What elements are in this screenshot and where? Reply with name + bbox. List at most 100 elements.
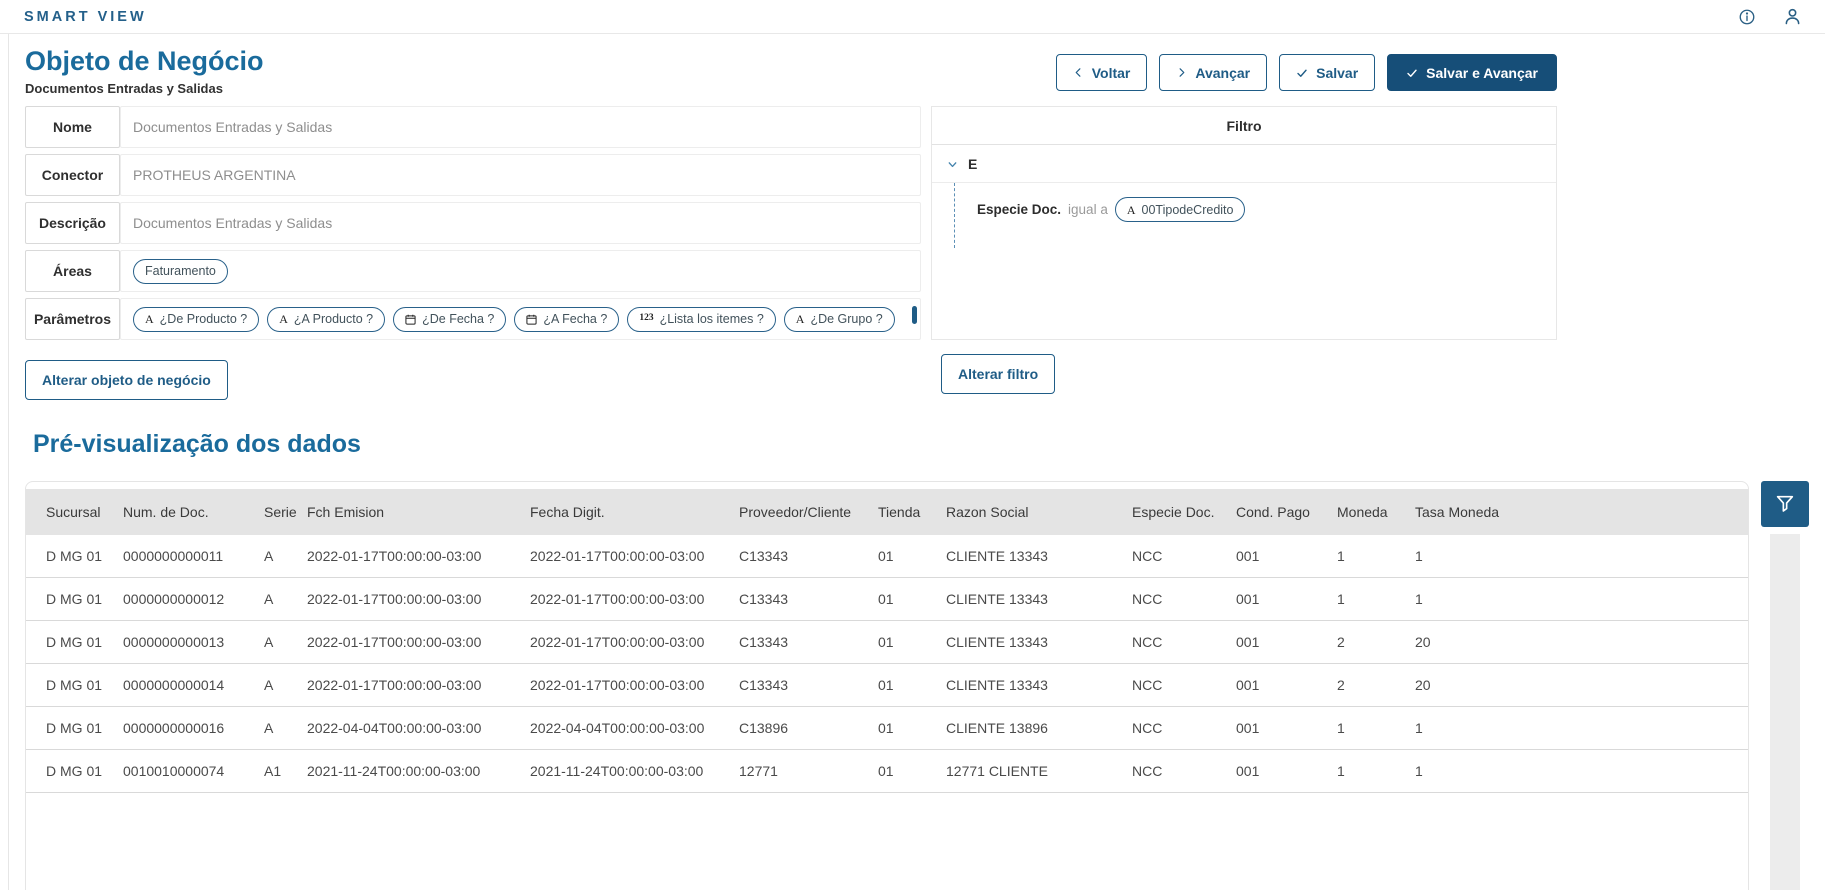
back-label: Voltar	[1091, 64, 1131, 81]
text-icon: A	[279, 312, 288, 326]
areas-label: Áreas	[25, 250, 120, 292]
chip[interactable]: ¿De Fecha ?	[393, 306, 507, 332]
table-row[interactable]: D MG 01 0000000000011 A 2022-01-17T00:00:00…	[26, 535, 1748, 578]
page-title: Objeto de Negócio	[25, 46, 264, 76]
title-block: Objeto de Negócio Documentos Entradas y …	[25, 46, 264, 96]
chip-label: ¿De Producto ?	[159, 312, 248, 326]
table-cell: 2022-01-17T00:00:00-03:00	[307, 591, 482, 607]
table-cell: 20	[1415, 634, 1431, 650]
chip[interactable]: A ¿De Grupo ?	[783, 306, 895, 332]
condition-value-chip[interactable]: A 00TipodeCredito	[1114, 197, 1246, 222]
nome-input[interactable]: Documentos Entradas y Salidas	[120, 106, 921, 148]
check-icon	[1407, 69, 1417, 77]
chip[interactable]: 123 ¿Lista los itemes ?	[627, 306, 776, 332]
table-cell: NCC	[1132, 720, 1163, 736]
table-cell: NCC	[1132, 591, 1163, 607]
forward-label: Avançar	[1195, 64, 1251, 81]
table-cell: 0000000000016	[123, 720, 225, 736]
main-content: Objeto de Negócio Documentos Entradas y …	[8, 34, 1825, 890]
table-cell: 01	[878, 548, 894, 564]
user-icon	[1785, 8, 1800, 25]
column-header: Proveedor/Cliente	[739, 504, 852, 520]
page-subtitle: Documentos Entradas y Salidas	[25, 81, 223, 96]
conector-input[interactable]: PROTHEUS ARGENTINA	[120, 154, 921, 196]
table-cell: 01	[878, 763, 894, 779]
table-cell: 0000000000014	[123, 677, 225, 693]
chip-label: ¿Lista los itemes ?	[659, 312, 764, 326]
table-cell: C13343	[739, 548, 789, 564]
field-row-descricao: Descrição Documentos Entradas y Salidas	[25, 202, 921, 244]
edit-filter-button[interactable]: Alterar filtro	[941, 354, 1056, 394]
topbar-actions	[1738, 6, 1803, 27]
text-icon: A	[795, 312, 805, 326]
table-cell: 001	[1236, 763, 1260, 779]
back-button[interactable]: Voltar	[1055, 54, 1148, 91]
table-cell: CLIENTE 13343	[946, 634, 1048, 650]
condition-operator: igual a	[1068, 202, 1108, 217]
table-cell: NCC	[1132, 763, 1163, 779]
table-row[interactable]: D MG 01 0010010000074 A1 2021-11-24T00:00:0…	[26, 750, 1748, 793]
action-buttons: Voltar Avançar Salvar Salvar e Avançar	[1055, 46, 1557, 91]
table-cell: 2022-01-17T00:00:00-03:00	[530, 548, 705, 564]
topbar: SMART VIEW	[0, 0, 1825, 34]
table-row[interactable]: D MG 01 0000000000014 A 2022-01-17T00:00:00…	[26, 664, 1748, 707]
table-cell: NCC	[1132, 634, 1163, 650]
table-cell: 1	[1415, 720, 1423, 736]
column-filter-button[interactable]	[1761, 481, 1809, 527]
edit-business-object-button[interactable]: Alterar objeto de negócio	[25, 360, 228, 400]
column-header: Moneda	[1337, 504, 1388, 520]
chip[interactable]: ¿A Fecha ?	[514, 306, 620, 332]
filter-column: Filtro E Especie Doc. igual a A 00Tipode…	[931, 106, 1557, 394]
table-cell: 2022-01-17T00:00:00-03:00	[530, 677, 705, 693]
chip[interactable]: A ¿De Producto ?	[133, 306, 260, 332]
table-cell: 01	[878, 720, 894, 736]
filter-panel-title: Filtro	[932, 107, 1556, 145]
chip[interactable]: Faturamento	[133, 258, 228, 284]
save-and-forward-button[interactable]: Salvar e Avançar	[1387, 54, 1557, 91]
field-row-parametros: Parâmetros A ¿De Producto ? A ¿A Producto ?…	[25, 298, 921, 340]
table-cell: 0010010000074	[123, 763, 225, 779]
table-cell: 1	[1337, 591, 1345, 607]
chip[interactable]: A ¿A Producto ?	[267, 306, 386, 332]
filter-root-node[interactable]: E	[932, 145, 1556, 182]
info-button[interactable]	[1738, 8, 1756, 26]
column-header: Tasa Moneda	[1415, 504, 1500, 520]
funnel-icon	[1776, 495, 1794, 512]
column-header: Cond. Pago	[1236, 504, 1310, 520]
filter-condition-branch: Especie Doc. igual a A 00TipodeCredito	[954, 183, 1556, 248]
data-preview-section: Sucursal Num. de Doc. Serie Fch Emision Fech…	[25, 481, 1809, 890]
table-row[interactable]: D MG 01 0000000000016 A 2022-04-04T00:00:00…	[26, 707, 1748, 750]
table-cell: CLIENTE 13343	[946, 591, 1048, 607]
user-button[interactable]	[1782, 6, 1803, 27]
field-value: Documentos Entradas y Salidas	[133, 215, 333, 231]
table-cell: 001	[1236, 591, 1260, 607]
areas-input[interactable]: Faturamento	[120, 250, 921, 292]
table-cell: A	[264, 634, 274, 650]
text-icon: A	[1126, 202, 1136, 217]
table-cell: 01	[878, 634, 894, 650]
save-and-forward-label: Salvar e Avançar	[1426, 64, 1538, 81]
parametros-input[interactable]: A ¿De Producto ? A ¿A Producto ? ¿De Fecha ?…	[120, 298, 921, 340]
table-cell: 2022-01-17T00:00:00-03:00	[307, 677, 482, 693]
table-cell: C13343	[739, 677, 789, 693]
descricao-input[interactable]: Documentos Entradas y Salidas	[120, 202, 921, 244]
parametros-scrollbar-thumb[interactable]	[912, 306, 917, 324]
preview-title: Pré-visualização dos dados	[33, 430, 361, 458]
check-icon	[1297, 69, 1307, 77]
table-cell: 1	[1415, 591, 1423, 607]
column-header: Fch Emision	[307, 504, 385, 520]
table-cell: 001	[1236, 720, 1260, 736]
table-row[interactable]: D MG 01 0000000000013 A 2022-01-17T00:00:00…	[26, 621, 1748, 664]
table-row[interactable]: D MG 01 0000000000012 A 2022-01-17T00:00:00…	[26, 578, 1748, 621]
table-scrollbar-track[interactable]	[1770, 534, 1800, 890]
save-button[interactable]: Salvar	[1279, 54, 1376, 91]
table-cell: 2	[1337, 677, 1345, 693]
forward-button[interactable]: Avançar	[1159, 54, 1268, 91]
chip-label: ¿De Fecha ?	[422, 312, 495, 326]
chip-label: ¿A Producto ?	[293, 312, 374, 326]
table-cell: 2021-11-24T00:00:00-03:00	[530, 763, 704, 779]
number-icon: 123	[639, 313, 654, 324]
condition-field: Especie Doc.	[977, 202, 1062, 217]
table-cell: A	[264, 548, 274, 564]
table-cell: 001	[1236, 634, 1260, 650]
